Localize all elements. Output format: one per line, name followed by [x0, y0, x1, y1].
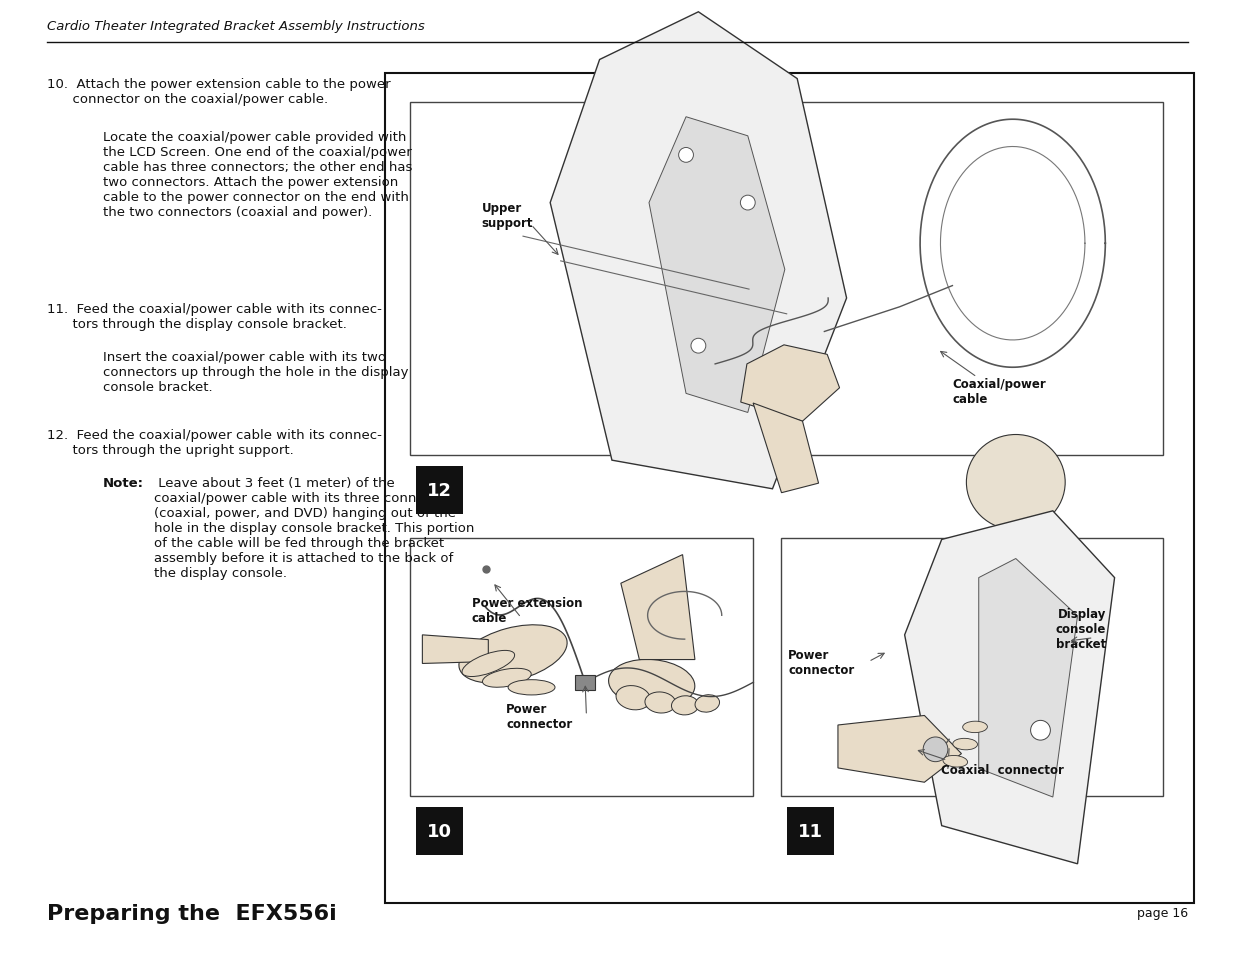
- Polygon shape: [904, 511, 1115, 863]
- Text: Display
console
bracket: Display console bracket: [1056, 607, 1107, 650]
- Text: page 16: page 16: [1137, 906, 1188, 920]
- Text: 12.  Feed the coaxial/power cable with its connec-
      tors through the uprigh: 12. Feed the coaxial/power cable with it…: [47, 429, 382, 456]
- Polygon shape: [551, 12, 847, 489]
- Text: 12: 12: [427, 482, 452, 499]
- Bar: [416, 467, 463, 515]
- Text: Power extension
cable: Power extension cable: [472, 597, 583, 624]
- Ellipse shape: [695, 695, 720, 713]
- Bar: [576, 675, 595, 690]
- Ellipse shape: [483, 669, 531, 687]
- Text: Note:: Note:: [103, 476, 143, 490]
- Bar: [416, 807, 463, 855]
- Text: Coaxial/power
cable: Coaxial/power cable: [952, 378, 1046, 406]
- Ellipse shape: [508, 680, 555, 696]
- Circle shape: [1030, 720, 1050, 740]
- Polygon shape: [422, 635, 488, 663]
- Polygon shape: [839, 716, 962, 782]
- Text: Insert the coaxial/power cable with its two
connectors up through the hole in th: Insert the coaxial/power cable with its …: [103, 351, 408, 394]
- Text: Locate the coaxial/power cable provided with
the LCD Screen. One end of the coax: Locate the coaxial/power cable provided …: [103, 131, 412, 218]
- Text: Cardio Theater Integrated Bracket Assembly Instructions: Cardio Theater Integrated Bracket Assemb…: [47, 20, 425, 33]
- Ellipse shape: [963, 721, 987, 733]
- Circle shape: [741, 196, 756, 211]
- Polygon shape: [650, 117, 785, 413]
- Ellipse shape: [645, 692, 676, 713]
- Ellipse shape: [609, 659, 695, 708]
- Text: 11.  Feed the coaxial/power cable with its connec-
      tors through the displa: 11. Feed the coaxial/power cable with it…: [47, 303, 382, 331]
- Ellipse shape: [462, 651, 515, 677]
- Ellipse shape: [672, 696, 699, 715]
- Text: 11: 11: [798, 822, 823, 840]
- Text: 10: 10: [427, 822, 452, 840]
- Bar: [385, 74, 1194, 903]
- Circle shape: [679, 149, 694, 163]
- Text: Power
connector: Power connector: [506, 702, 572, 730]
- Ellipse shape: [459, 625, 567, 683]
- Bar: [781, 538, 1163, 796]
- Polygon shape: [978, 558, 1077, 797]
- Text: Upper
support: Upper support: [482, 202, 534, 230]
- Bar: [410, 538, 753, 796]
- Text: Leave about 3 feet (1 meter) of the
coaxial/power cable with its three connector: Leave about 3 feet (1 meter) of the coax…: [154, 476, 474, 579]
- Polygon shape: [621, 555, 695, 659]
- Text: Power
connector: Power connector: [788, 648, 855, 676]
- Ellipse shape: [967, 435, 1066, 530]
- Text: Coaxial  connector: Coaxial connector: [941, 763, 1065, 777]
- Text: 10.  Attach the power extension cable to the power
      connector on the coaxia: 10. Attach the power extension cable to …: [47, 78, 390, 106]
- Bar: [787, 807, 834, 855]
- Polygon shape: [741, 346, 840, 422]
- Bar: [410, 103, 1163, 456]
- Ellipse shape: [953, 739, 977, 750]
- Polygon shape: [753, 404, 819, 494]
- Text: Preparing the  EFX556i: Preparing the EFX556i: [47, 903, 337, 923]
- Ellipse shape: [616, 686, 651, 710]
- Circle shape: [692, 339, 706, 354]
- Circle shape: [923, 738, 948, 761]
- Ellipse shape: [944, 756, 967, 767]
